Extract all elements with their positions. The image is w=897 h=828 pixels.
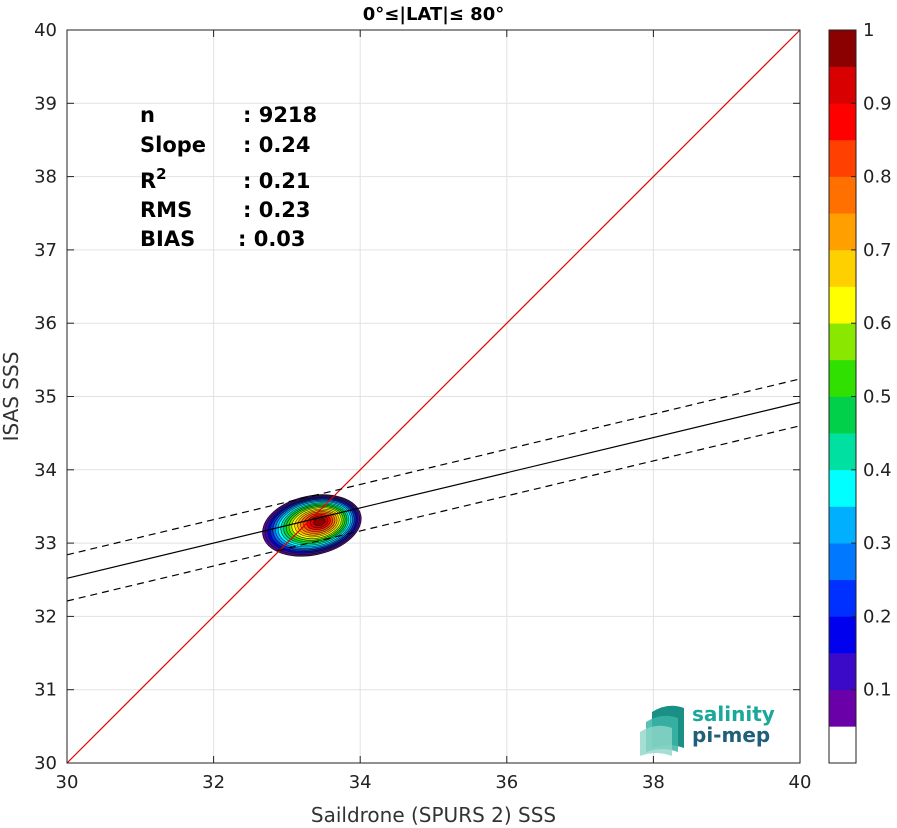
y-axis-ticks: 30 31 32 33 34 35 36 37 38 39 40 xyxy=(34,20,800,774)
x-tick-label: 40 xyxy=(789,772,812,793)
stat-value-3: : 0.23 xyxy=(243,198,311,222)
fit-upper-dashed-line xyxy=(66,378,801,556)
colorbar-segment-10 xyxy=(829,359,856,397)
colorbar-segment-5 xyxy=(829,543,856,581)
colorbar-tick-label: 0.9 xyxy=(863,93,892,114)
colorbar-segment-14 xyxy=(829,213,856,251)
colorbar-tick-label: 0.5 xyxy=(863,387,892,408)
chart-title: 0°≤|LAT|≤ 80° xyxy=(363,4,504,25)
stat-label-1: Slope xyxy=(140,133,206,157)
colorbar-segment-8 xyxy=(829,433,856,471)
logo-waves-icon xyxy=(640,705,684,756)
colorbar-segment-16 xyxy=(829,139,856,177)
colorbar-segment-6 xyxy=(829,506,856,544)
identity-line xyxy=(66,29,801,764)
y-tick-label: 40 xyxy=(34,20,57,41)
stat-value-0: : 9218 xyxy=(243,103,317,127)
colorbar-segment-13 xyxy=(829,249,856,287)
colorbar-segment-17 xyxy=(829,103,856,141)
y-tick-label: 30 xyxy=(34,753,57,774)
salinity-pi-mep-logo: salinity pi-mep xyxy=(640,702,775,756)
stat-value-4: : 0.03 xyxy=(238,227,306,251)
colorbar-segment-4 xyxy=(829,579,856,617)
y-tick-label: 35 xyxy=(34,387,57,408)
y-tick-label: 33 xyxy=(34,533,57,554)
y-tick-label: 39 xyxy=(34,93,57,114)
stat-value-2: : 0.21 xyxy=(243,169,311,193)
colorbar-segment-1 xyxy=(829,689,856,727)
colorbar-tick-label: 1 xyxy=(863,20,874,41)
x-tick-label: 36 xyxy=(495,772,518,793)
colorbar-tick-label: 0.6 xyxy=(863,313,892,334)
stat-label-2: R2 xyxy=(140,165,167,193)
colorbar-ticks: 0.1 0.2 0.3 0.4 0.5 0.6 0.7 0.8 0.9 1 xyxy=(851,20,892,701)
x-tick-label: 32 xyxy=(202,772,225,793)
colorbar-segment-2 xyxy=(829,653,856,690)
colorbar-segment-3 xyxy=(829,616,856,654)
stat-value-1: : 0.24 xyxy=(243,133,311,157)
x-tick-label: 30 xyxy=(56,772,79,793)
x-axis-label: Saildrone (SPURS 2) SSS xyxy=(311,803,556,827)
y-tick-label: 31 xyxy=(34,680,57,701)
colorbar-segment-9 xyxy=(829,396,856,434)
fit-line xyxy=(66,401,801,579)
colorbar-segment-7 xyxy=(829,469,856,507)
stats-box: n : 9218 Slope : 0.24 R2 : 0.21 RMS : 0.23 BIAS:… xyxy=(140,103,317,251)
stat-superscript: 2 xyxy=(156,165,166,183)
y-tick-label: 37 xyxy=(34,240,57,261)
colorbar-segment-0 xyxy=(829,726,856,764)
colorbar-segment-12 xyxy=(829,286,856,324)
colorbar-segment-11 xyxy=(829,323,856,361)
logo-line-pimep: pi-mep xyxy=(692,723,770,747)
colorbar-tick-label: 0.4 xyxy=(863,460,892,481)
stat-label-0: n xyxy=(140,103,155,127)
stat-label-3: RMS xyxy=(140,198,192,222)
colorbar-segment-19 xyxy=(829,30,856,67)
colorbar xyxy=(828,29,857,764)
colorbar-segment-15 xyxy=(829,176,856,214)
colorbar-tick-label: 0.3 xyxy=(863,533,892,554)
colorbar-tick-label: 0.8 xyxy=(863,167,892,188)
fit-lower-dashed-line xyxy=(66,425,801,602)
y-tick-label: 34 xyxy=(34,460,57,481)
colorbar-segment-18 xyxy=(829,66,856,104)
colorbar-tick-label: 0.1 xyxy=(863,680,892,701)
y-tick-label: 32 xyxy=(34,606,57,627)
y-axis-label: ISAS SSS xyxy=(0,352,23,442)
logo-line-salinity: salinity xyxy=(692,702,775,726)
colorbar-tick-label: 0.7 xyxy=(863,240,892,261)
regression-lines xyxy=(66,29,801,764)
x-tick-label: 34 xyxy=(349,772,372,793)
x-axis-ticks: 30 32 34 36 38 40 xyxy=(56,30,812,793)
colorbar-tick-label: 0.2 xyxy=(863,606,892,627)
y-tick-label: 38 xyxy=(34,167,57,188)
x-tick-label: 38 xyxy=(642,772,665,793)
stat-label-4: BIAS xyxy=(140,227,195,251)
y-tick-label: 36 xyxy=(34,313,57,334)
